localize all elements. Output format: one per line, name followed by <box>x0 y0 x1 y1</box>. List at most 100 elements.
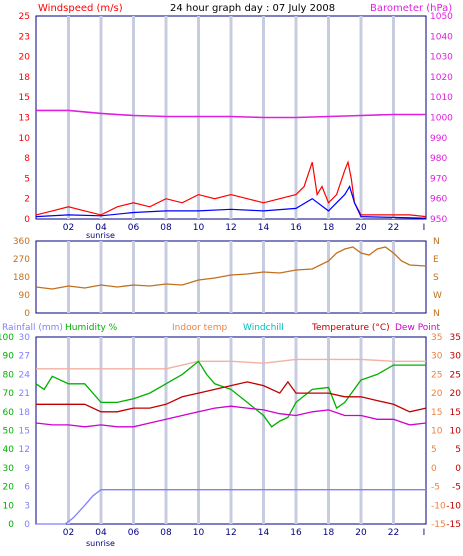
temperature-tick: 10 <box>450 427 462 437</box>
barometer-tick: 990 <box>430 134 447 144</box>
temperature-tick: -15 <box>446 520 461 530</box>
indoor-tick: 25 <box>431 370 442 380</box>
barometer-tick: 1020 <box>430 73 453 83</box>
humidity-tick: 80 <box>3 370 15 380</box>
direction-tick: 180 <box>13 273 30 283</box>
rainfall-tick: 30 <box>19 333 31 343</box>
indoor-tick: 20 <box>431 389 443 399</box>
indoor-tick: 15 <box>431 408 442 418</box>
direction-tick: 0 <box>24 309 30 319</box>
humidity-tick: 20 <box>3 483 15 493</box>
windspeed-tick: 15 <box>19 93 30 103</box>
humidity-tick: 40 <box>3 445 15 455</box>
humidity-tick: 50 <box>3 427 15 437</box>
wind-x-tick: 18 <box>323 223 335 233</box>
legend-humidity: Humidity % <box>65 323 118 333</box>
humidity-tick: 60 <box>3 408 15 418</box>
compass-tick: S <box>433 273 439 283</box>
compass-tick: E <box>433 255 439 265</box>
temp-x-tick: 16 <box>290 528 302 538</box>
barometer-tick: 960 <box>430 195 447 205</box>
indoor-tick: -15 <box>431 520 446 530</box>
temperature-line <box>36 380 427 413</box>
rainfall-tick: 12 <box>19 445 30 455</box>
barometer-tick: 1000 <box>430 114 453 124</box>
humidity-tick: 10 <box>3 501 15 511</box>
temperature-tick: -10 <box>446 501 461 511</box>
chart-title: 24 hour graph day : 07 July 2008 <box>170 3 335 14</box>
temp-x-tick: 12 <box>225 528 236 538</box>
rainfall-tick: 18 <box>19 408 31 418</box>
temperature-tick: 20 <box>450 389 462 399</box>
indoor-tick: 30 <box>431 352 443 362</box>
barometer-line <box>36 109 426 119</box>
direction-tick: 90 <box>19 291 31 301</box>
wind-direction-line <box>35 246 427 290</box>
barometer-tick: 980 <box>430 154 447 164</box>
indoor-tick: -5 <box>431 483 440 493</box>
windspeed-tick: 13 <box>19 114 30 124</box>
wind-x-tick: 04 <box>95 223 107 233</box>
rainfall-tick: 27 <box>19 352 30 362</box>
windspeed-tick: 5 <box>24 174 30 184</box>
temperature-tick: 30 <box>450 352 462 362</box>
indoor-tick: 35 <box>431 333 442 343</box>
legend-rainfall: Rainfall (mm) <box>2 323 63 333</box>
wind-x-tick: 06 <box>128 223 140 233</box>
temperature-tick: 0 <box>455 464 461 474</box>
windspeed-tick: 0 <box>24 215 30 225</box>
windspeed-tick: 8 <box>24 154 30 164</box>
temp-x-tick: 08 <box>160 528 172 538</box>
wind-x-tick: 16 <box>290 223 302 233</box>
temp-x-tick: 20 <box>355 528 367 538</box>
sunrise-label-bottom: sunrise <box>86 539 115 548</box>
legend-windchill: Windchill <box>243 323 284 333</box>
temperature-tick: -5 <box>452 483 461 493</box>
windspeed-tick: 18 <box>19 73 31 83</box>
header: Windspeed (m/s) 24 hour graph day : 07 J… <box>38 3 452 14</box>
temp-x-tick: 22 <box>388 528 399 538</box>
rainfall-tick: 9 <box>24 464 30 474</box>
temperature-humidity-panel: 0369121518212427300102030405060708090100… <box>0 333 461 538</box>
legend-indoor: Indoor temp <box>172 323 227 333</box>
temp-x-tick: 06 <box>128 528 140 538</box>
rainfall-tick: 24 <box>19 370 31 380</box>
barometer-tick: 950 <box>430 215 447 225</box>
legend-dewpoint: Dew Point <box>395 323 441 333</box>
compass-tick: N <box>433 237 440 247</box>
wind-x-tick: 14 <box>258 223 270 233</box>
sunrise-label-top: sunrise <box>86 231 115 240</box>
temp-x-tick: 04 <box>95 528 107 538</box>
wind-barometer-panel: 0258101315182023259509609709809901000101… <box>19 12 454 233</box>
wind-x-tick: 12 <box>225 223 236 233</box>
legend: Rainfall (mm) Humidity % Indoor temp Win… <box>2 323 441 333</box>
windspeed-tick: 23 <box>19 32 30 42</box>
barometer-tick: 1030 <box>430 53 453 63</box>
compass-tick: N <box>433 309 440 319</box>
wind-x-tick: I <box>423 223 426 233</box>
direction-tick: 360 <box>13 237 30 247</box>
temp-x-tick: I <box>423 528 426 538</box>
indoor-tick: 0 <box>431 464 437 474</box>
temperature-tick: 15 <box>450 408 461 418</box>
wind-x-tick: 20 <box>355 223 367 233</box>
wind-gust-line <box>35 160 427 218</box>
compass-tick: W <box>433 291 442 301</box>
humidity-tick: 90 <box>3 352 15 362</box>
barometer-tick: 1050 <box>430 12 453 22</box>
temperature-tick: 5 <box>455 445 461 455</box>
rainfall-line <box>36 489 426 525</box>
direction-tick: 270 <box>13 255 30 265</box>
rainfall-tick: 3 <box>24 501 30 511</box>
indoor-tick: 10 <box>431 427 443 437</box>
wind-average-line <box>35 185 427 219</box>
temperature-tick: 25 <box>450 370 461 380</box>
wind-x-tick: 10 <box>193 223 205 233</box>
temp-x-tick: 18 <box>323 528 335 538</box>
temperature-tick: 35 <box>450 333 461 343</box>
temp-x-tick: 14 <box>258 528 270 538</box>
temp-x-tick: 10 <box>193 528 205 538</box>
barometer-tick: 1040 <box>430 32 453 42</box>
